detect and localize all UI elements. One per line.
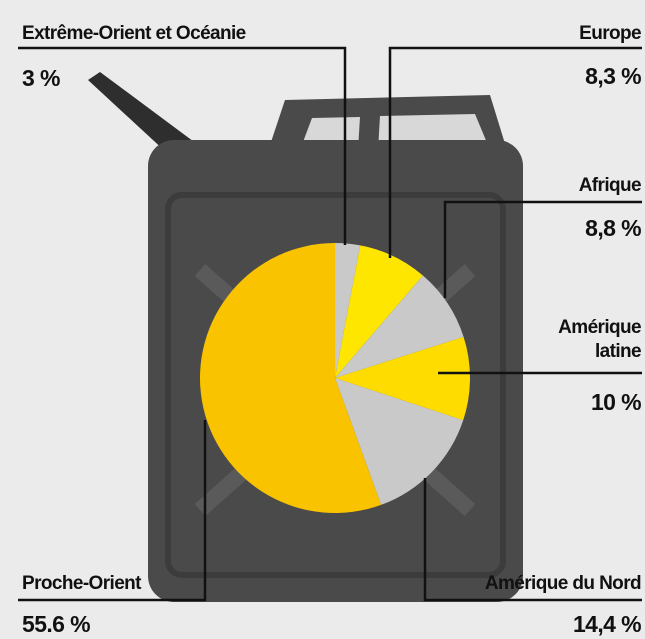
leader-line [443, 200, 642, 298]
category-label: Amérique du Nord [484, 573, 642, 594]
pie-slice [200, 243, 382, 513]
category-label: Extrême-Orient et Océanie [22, 23, 246, 44]
value-label: 10 % [590, 389, 642, 415]
value-label: 3 % [22, 65, 60, 91]
value-label: 55.6 % [22, 611, 91, 637]
value-label: 8,8 % [585, 215, 641, 241]
pie [200, 243, 471, 513]
category-label: Afrique [578, 175, 642, 196]
leader-lines [18, 46, 642, 602]
pie-slice [335, 245, 423, 378]
category-label: Amérique latine [558, 317, 641, 362]
leader-line [388, 46, 642, 258]
pie-slice [335, 336, 471, 421]
pie-slice [335, 275, 464, 378]
category-label: Europe [579, 23, 641, 44]
leader-line [18, 46, 347, 245]
pie-slice [335, 243, 361, 378]
leader-line [18, 420, 207, 602]
leader-line [423, 478, 642, 602]
value-label: 14,4 % [572, 611, 642, 637]
category-label: Proche-Orient [22, 573, 142, 594]
can-emboss [165, 192, 506, 578]
pie-slice [335, 378, 464, 505]
value-label: 8,3 % [585, 63, 641, 89]
